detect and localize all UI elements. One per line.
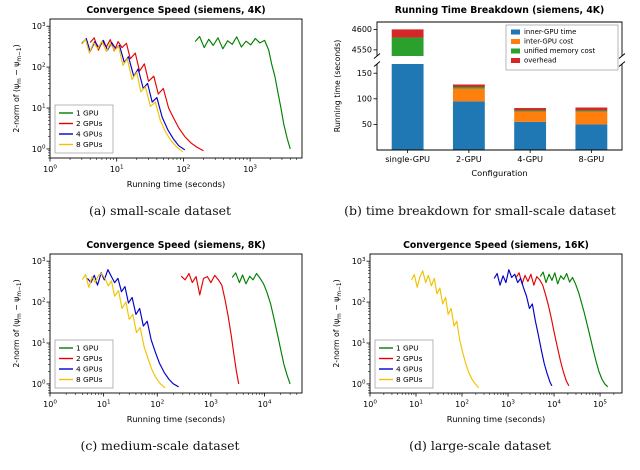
svg-text:Running time (seconds): Running time (seconds) xyxy=(447,414,545,424)
svg-text:101: 101 xyxy=(32,339,46,348)
svg-text:4 GPUs: 4 GPUs xyxy=(76,365,103,374)
svg-text:unified memory cost: unified memory cost xyxy=(524,47,595,55)
svg-text:Convergence Speed (siemens, 4K: Convergence Speed (siemens, 4K) xyxy=(86,5,265,16)
svg-text:101: 101 xyxy=(97,400,111,409)
svg-text:102: 102 xyxy=(455,400,469,409)
svg-text:Convergence Speed (siemens, 16: Convergence Speed (siemens, 16K) xyxy=(403,240,589,251)
svg-text:2-norm of (ψm − ψm−1): 2-norm of (ψm − ψm−1) xyxy=(332,279,343,367)
svg-text:4 GPUs: 4 GPUs xyxy=(76,130,103,139)
svg-text:4600: 4600 xyxy=(352,25,372,34)
chart-convergence-small: 100 101 102 103 100 101 102 103 Convergence Spee… xyxy=(0,0,320,192)
svg-text:102: 102 xyxy=(32,63,46,72)
svg-text:104: 104 xyxy=(547,400,561,409)
svg-text:100: 100 xyxy=(357,95,372,104)
svg-text:100: 100 xyxy=(363,400,377,409)
svg-text:150: 150 xyxy=(357,69,372,78)
svg-text:8 GPUs: 8 GPUs xyxy=(76,140,103,149)
svg-text:1 GPU: 1 GPU xyxy=(76,344,99,353)
svg-text:Running Time Breakdown (siemen: Running Time Breakdown (siemens, 4K) xyxy=(395,5,605,16)
svg-text:4-GPU: 4-GPU xyxy=(517,154,543,164)
svg-text:105: 105 xyxy=(593,400,607,409)
svg-text:101: 101 xyxy=(409,400,423,409)
svg-text:Convergence Speed (siemens, 8K: Convergence Speed (siemens, 8K) xyxy=(86,240,265,251)
svg-text:101: 101 xyxy=(110,165,124,174)
svg-text:100: 100 xyxy=(352,380,366,389)
svg-text:101: 101 xyxy=(352,339,366,348)
svg-text:102: 102 xyxy=(177,165,191,174)
svg-text:8 GPUs: 8 GPUs xyxy=(76,375,103,384)
svg-text:inter-GPU cost: inter-GPU cost xyxy=(524,37,574,45)
svg-text:2-norm of (ψm − ψm−1): 2-norm of (ψm − ψm−1) xyxy=(12,44,23,132)
svg-text:102: 102 xyxy=(32,298,46,307)
svg-text:4550: 4550 xyxy=(352,46,372,55)
svg-text:50: 50 xyxy=(362,120,372,129)
svg-text:100: 100 xyxy=(32,380,46,389)
chart-convergence-medium: 100 101 102 103 104 100 101 102 103 Convergence S… xyxy=(0,235,320,427)
caption-d: (d) large-scale dataset xyxy=(409,438,551,453)
svg-text:2-norm of (ψm − ψm−1): 2-norm of (ψm − ψm−1) xyxy=(12,279,23,367)
svg-text:Running time (seconds): Running time (seconds) xyxy=(333,40,342,132)
svg-text:1 GPU: 1 GPU xyxy=(76,109,99,118)
svg-text:103: 103 xyxy=(352,257,366,266)
svg-text:104: 104 xyxy=(258,400,272,409)
svg-text:2-GPU: 2-GPU xyxy=(456,154,482,164)
svg-text:8-GPU: 8-GPU xyxy=(579,154,605,164)
svg-text:103: 103 xyxy=(32,257,46,266)
chart-time-breakdown: single-GPU 2-GPU 4-GPU 8-GPU 4550 4600 50 100 15… xyxy=(320,0,640,192)
svg-text:101: 101 xyxy=(32,104,46,113)
svg-text:100: 100 xyxy=(43,400,57,409)
svg-text:2 GPUs: 2 GPUs xyxy=(76,119,103,128)
caption-b: (b) time breakdown for small-scale datas… xyxy=(344,203,616,218)
svg-text:8 GPUs: 8 GPUs xyxy=(396,375,423,384)
svg-text:2 GPUs: 2 GPUs xyxy=(76,354,103,363)
svg-text:100: 100 xyxy=(32,145,46,154)
svg-text:103: 103 xyxy=(243,165,257,174)
svg-text:103: 103 xyxy=(501,400,515,409)
svg-text:Configuration: Configuration xyxy=(471,168,527,178)
svg-text:103: 103 xyxy=(32,22,46,31)
svg-text:inner-GPU time: inner-GPU time xyxy=(524,28,576,36)
svg-text:Running time (seconds): Running time (seconds) xyxy=(127,414,225,424)
svg-text:102: 102 xyxy=(150,400,164,409)
svg-text:overhead: overhead xyxy=(524,56,556,64)
svg-text:4 GPUs: 4 GPUs xyxy=(396,365,423,374)
svg-text:2 GPUs: 2 GPUs xyxy=(396,354,423,363)
caption-a: (a) small-scale dataset xyxy=(88,203,232,218)
chart-convergence-large: 100 101 102 103 104 105 100 101 102 103 Convergenc… xyxy=(320,235,640,427)
svg-text:103: 103 xyxy=(204,400,218,409)
caption-c: (c) medium-scale dataset xyxy=(80,438,240,453)
svg-text:1 GPU: 1 GPU xyxy=(396,344,419,353)
svg-text:Running time (seconds): Running time (seconds) xyxy=(127,179,225,189)
svg-text:100: 100 xyxy=(43,165,57,174)
svg-text:102: 102 xyxy=(352,298,366,307)
svg-text:single-GPU: single-GPU xyxy=(385,154,430,164)
